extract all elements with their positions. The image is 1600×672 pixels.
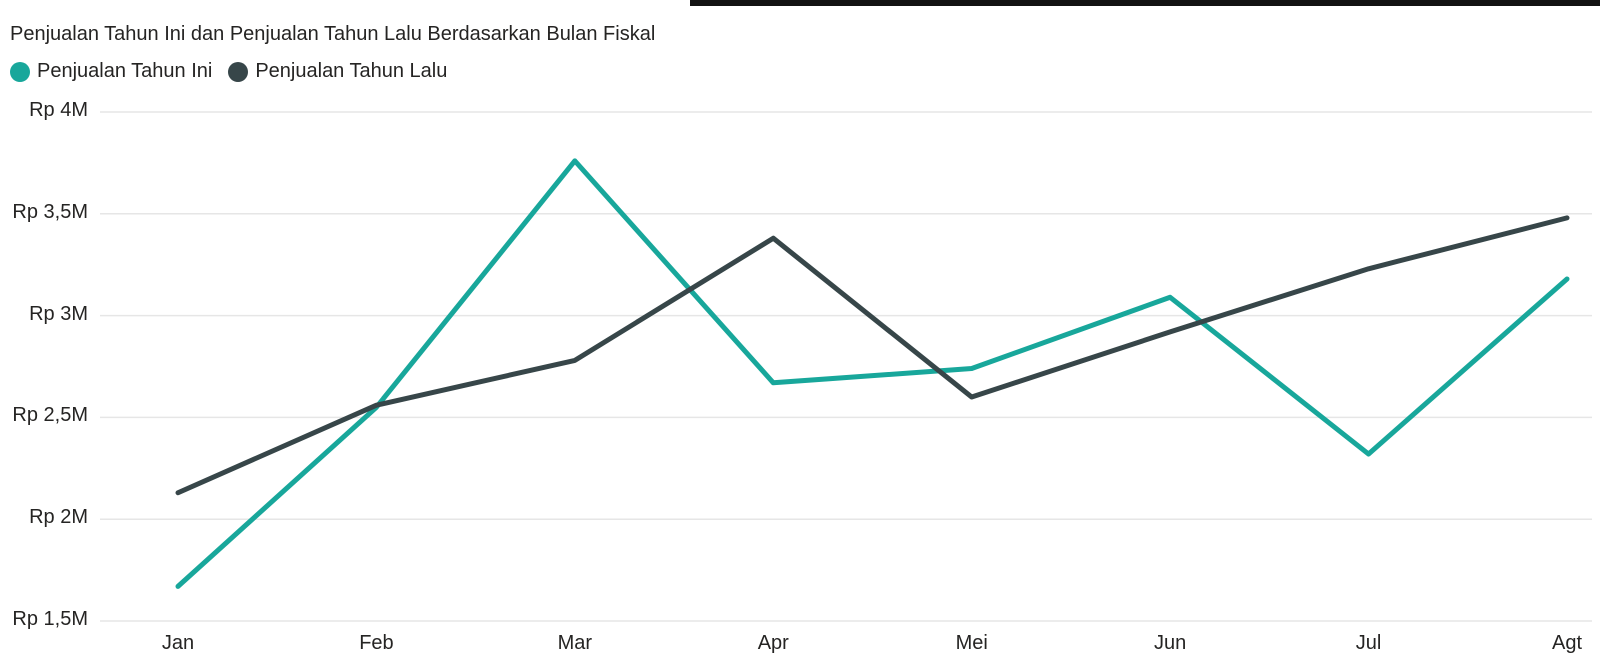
series-line-tahun-ini[interactable] xyxy=(175,158,1570,589)
series-line-tahun-lalu[interactable] xyxy=(175,215,1570,496)
top-strip xyxy=(690,0,1600,6)
legend-item-penjualan-tahun-ini[interactable]: Penjualan Tahun Ini xyxy=(10,60,212,83)
chart-legend: Penjualan Tahun Ini Penjualan Tahun Lalu xyxy=(10,60,447,83)
legend-swatch-icon xyxy=(10,61,30,82)
legend-label: Penjualan Tahun Lalu xyxy=(255,60,448,82)
legend-label: Penjualan Tahun Ini xyxy=(37,60,213,82)
legend-item-penjualan-tahun-lalu[interactable]: Penjualan Tahun Lalu xyxy=(228,60,447,83)
legend-swatch-icon xyxy=(228,61,249,82)
chart-title: Penjualan Tahun Ini dan Penjualan Tahun … xyxy=(10,23,656,45)
